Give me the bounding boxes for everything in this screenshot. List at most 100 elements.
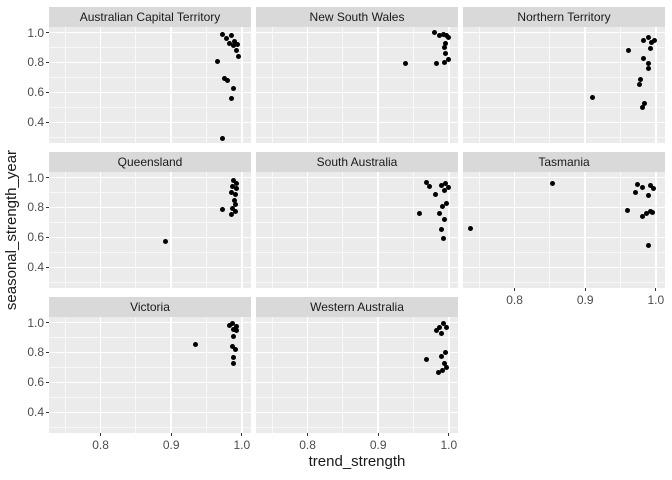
gridline-x-minor [64,27,66,143]
data-point [233,323,239,329]
data-point [468,225,474,231]
y-tick-mark [46,32,49,34]
gridline-x-minor [549,172,551,288]
data-point [230,334,236,340]
data-point [436,369,442,375]
gridline-x-major [241,172,243,288]
facet-strip-label: Northern Territory [517,10,611,24]
data-point [444,325,450,331]
y-tick-label: 1.0 [27,315,44,330]
gridline-x-major [584,27,586,143]
gridline-y-major [49,236,251,239]
x-tick-mark [100,433,102,436]
data-point [442,216,448,222]
facet-panel-northern-territory [463,27,665,143]
gridline-x-major [377,172,379,288]
data-point [434,61,440,67]
facet-strip-new-south-wales: New South Wales [256,7,458,27]
data-point [234,47,240,53]
gridline-y-major [256,321,458,324]
gridline-y-minor [49,136,251,138]
data-point [640,55,646,61]
data-point [439,367,445,373]
data-point [235,42,241,48]
gridline-y-major [49,61,251,64]
x-tick-mark [377,433,379,436]
gridline-y-minor [49,106,251,108]
y-tick-label: 0.8 [27,345,44,360]
gridline-x-minor [478,172,480,288]
data-point [403,61,409,67]
y-tick-label: 0.6 [27,375,44,390]
y-tick-label: 1.0 [27,25,44,40]
data-point [234,328,240,334]
facet-panel-australian-capital-territory [49,27,251,143]
data-point [442,45,448,51]
gridline-y-minor [256,221,458,223]
x-tick-label: 0.8 [299,438,316,452]
x-tick-mark [584,288,586,291]
data-point [442,40,448,46]
data-point [433,327,439,333]
gridline-y-major [256,206,458,209]
data-point [220,206,226,212]
gridline-y-major [256,176,458,179]
gridline-x-minor [342,27,344,143]
gridline-x-minor [342,172,344,288]
data-point [550,180,556,186]
y-tick-mark [46,236,49,238]
gridline-y-minor [256,396,458,398]
gridline-x-minor [549,27,551,143]
y-tick-mark [46,266,49,268]
gridline-y-major [256,31,458,34]
gridline-y-minor [463,251,665,253]
gridline-y-minor [49,76,251,78]
data-point [640,38,646,44]
data-point [638,76,644,82]
x-tick-mark [655,288,657,291]
y-tick-mark [46,91,49,93]
data-point [645,242,651,248]
data-point [439,203,445,209]
y-tick-label: 0.4 [27,260,44,275]
gridline-x-minor [620,27,621,143]
data-point [232,197,238,203]
gridline-y-major [49,121,251,124]
gridline-y-major [463,91,665,94]
data-point [442,180,448,186]
data-point [230,360,236,366]
data-point [163,239,169,245]
gridline-y-minor [256,251,458,253]
gridline-y-major [463,206,665,209]
y-tick-mark [46,322,49,324]
y-tick-mark [46,206,49,208]
gridline-y-major [256,351,458,354]
gridline-y-major [256,121,458,124]
y-tick-mark [46,351,49,353]
gridline-x-major [99,27,102,143]
gridline-y-minor [463,281,665,283]
data-point [232,38,238,44]
data-point [644,211,650,217]
data-point [442,59,448,65]
gridline-x-major [306,172,309,288]
gridline-x-major [377,317,379,433]
data-point [642,101,648,107]
data-point [232,192,238,198]
gridline-y-minor [49,396,251,398]
facet-panel-new-south-wales [256,27,458,143]
x-tick-label: 0.9 [576,293,594,307]
data-point [234,180,240,186]
gridline-x-minor [620,172,621,288]
gridline-y-major [49,176,251,179]
gridline-x-major [448,317,450,433]
x-tick-mark [307,433,309,436]
facet-strip-australian-capital-territory: Australian Capital Territory [49,7,251,27]
facet-strip-label: Tasmania [538,155,590,169]
data-point [445,184,451,190]
gridline-y-minor [256,337,458,338]
gridline-y-minor [49,337,251,338]
y-tick-mark [46,381,49,383]
gridline-x-minor [413,317,414,433]
data-point [192,341,198,347]
